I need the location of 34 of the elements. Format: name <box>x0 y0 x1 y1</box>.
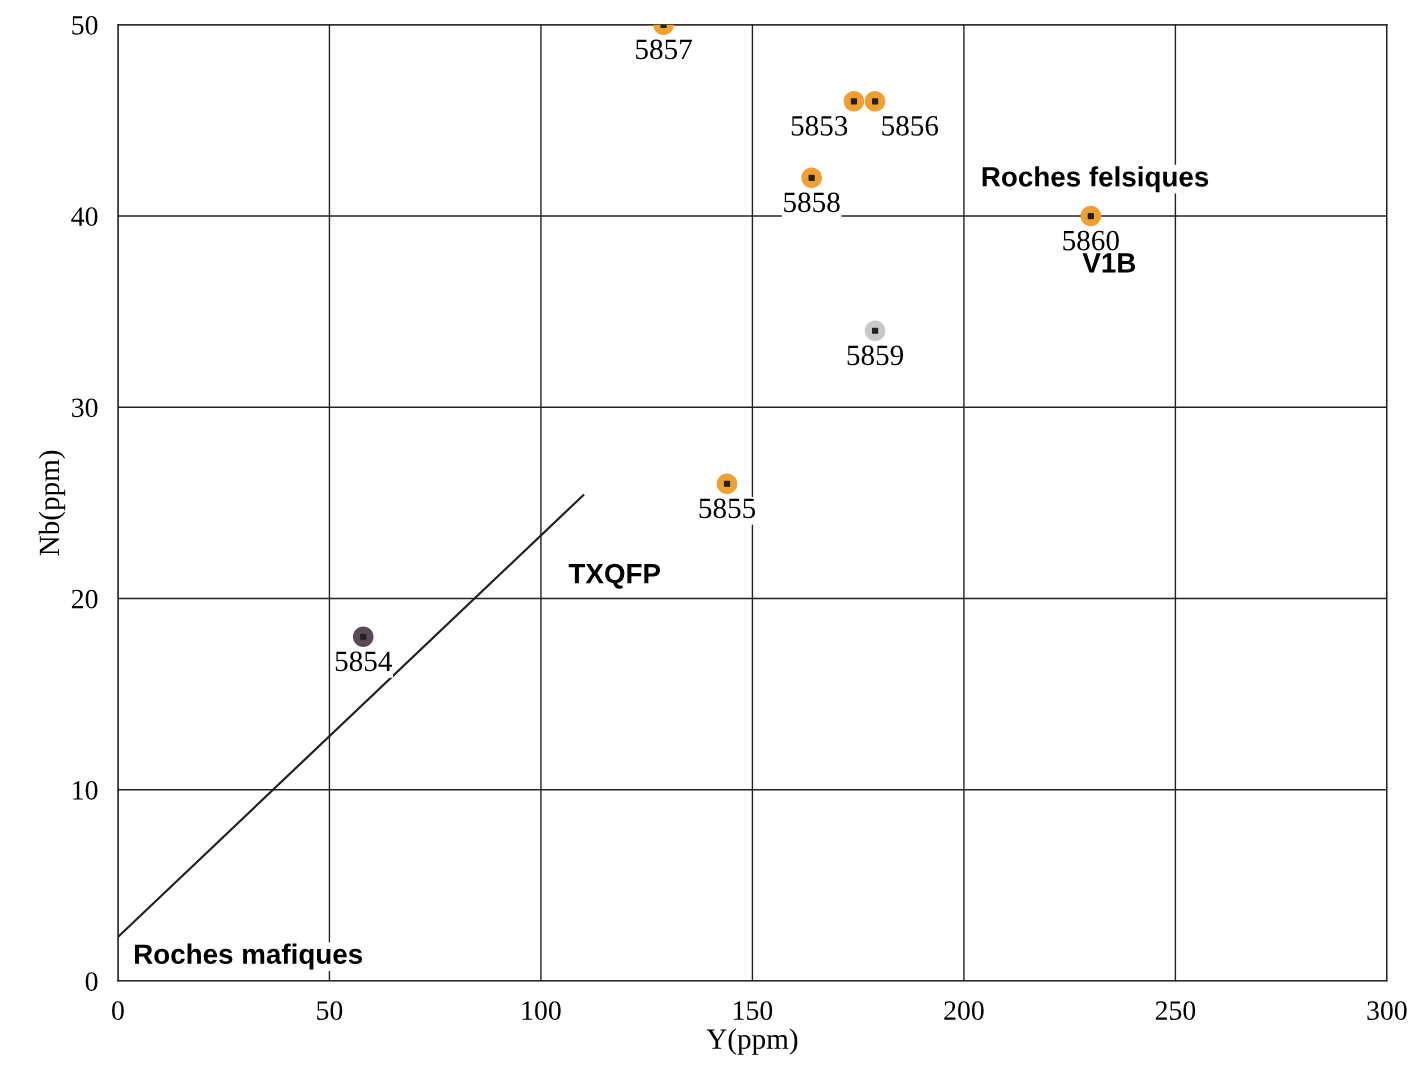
annotation: 5855 <box>699 498 756 519</box>
annotation: TXQFP <box>568 563 661 589</box>
annotation: 5853 <box>791 116 848 136</box>
annotation: Roches mafiques <box>135 943 363 970</box>
point <box>843 90 865 112</box>
y-tick-label: 30 <box>72 398 98 418</box>
y-tick-label: 10 <box>73 780 98 800</box>
x-axis-title: Y(ppm) <box>706 1028 798 1055</box>
point <box>864 90 886 112</box>
annotation: 5858 <box>784 192 840 213</box>
y-tick-label: 20 <box>71 589 98 609</box>
y-tick-label: 40 <box>71 207 98 226</box>
x-tick-label: 300 <box>1367 1001 1407 1020</box>
annotation: 5857 <box>636 39 692 60</box>
annotation: 5859 <box>847 345 904 366</box>
point <box>801 167 822 189</box>
point <box>864 320 886 342</box>
x-tick-label: 50 <box>317 1001 343 1020</box>
x-tick-label: 200 <box>944 1001 984 1020</box>
y-tick-label: 50 <box>72 15 98 35</box>
y-axis-title: Nb(ppm) <box>38 450 66 556</box>
annotation: V1B <box>1082 253 1136 273</box>
annotation: 5856 <box>882 116 939 136</box>
annotation: 5854 <box>335 651 392 672</box>
annotation: Roches felsiques <box>982 166 1209 193</box>
y-tick-label: 0 <box>85 972 98 991</box>
annotation: 5860 <box>1063 230 1119 251</box>
x-tick-label: 250 <box>1155 1001 1196 1020</box>
x-tick-label: 150 <box>734 1001 773 1020</box>
x-tick-label: 0 <box>112 1001 124 1020</box>
point <box>1080 205 1102 227</box>
point <box>716 473 738 495</box>
x-tick-label: 100 <box>522 1001 561 1020</box>
point <box>352 626 374 648</box>
